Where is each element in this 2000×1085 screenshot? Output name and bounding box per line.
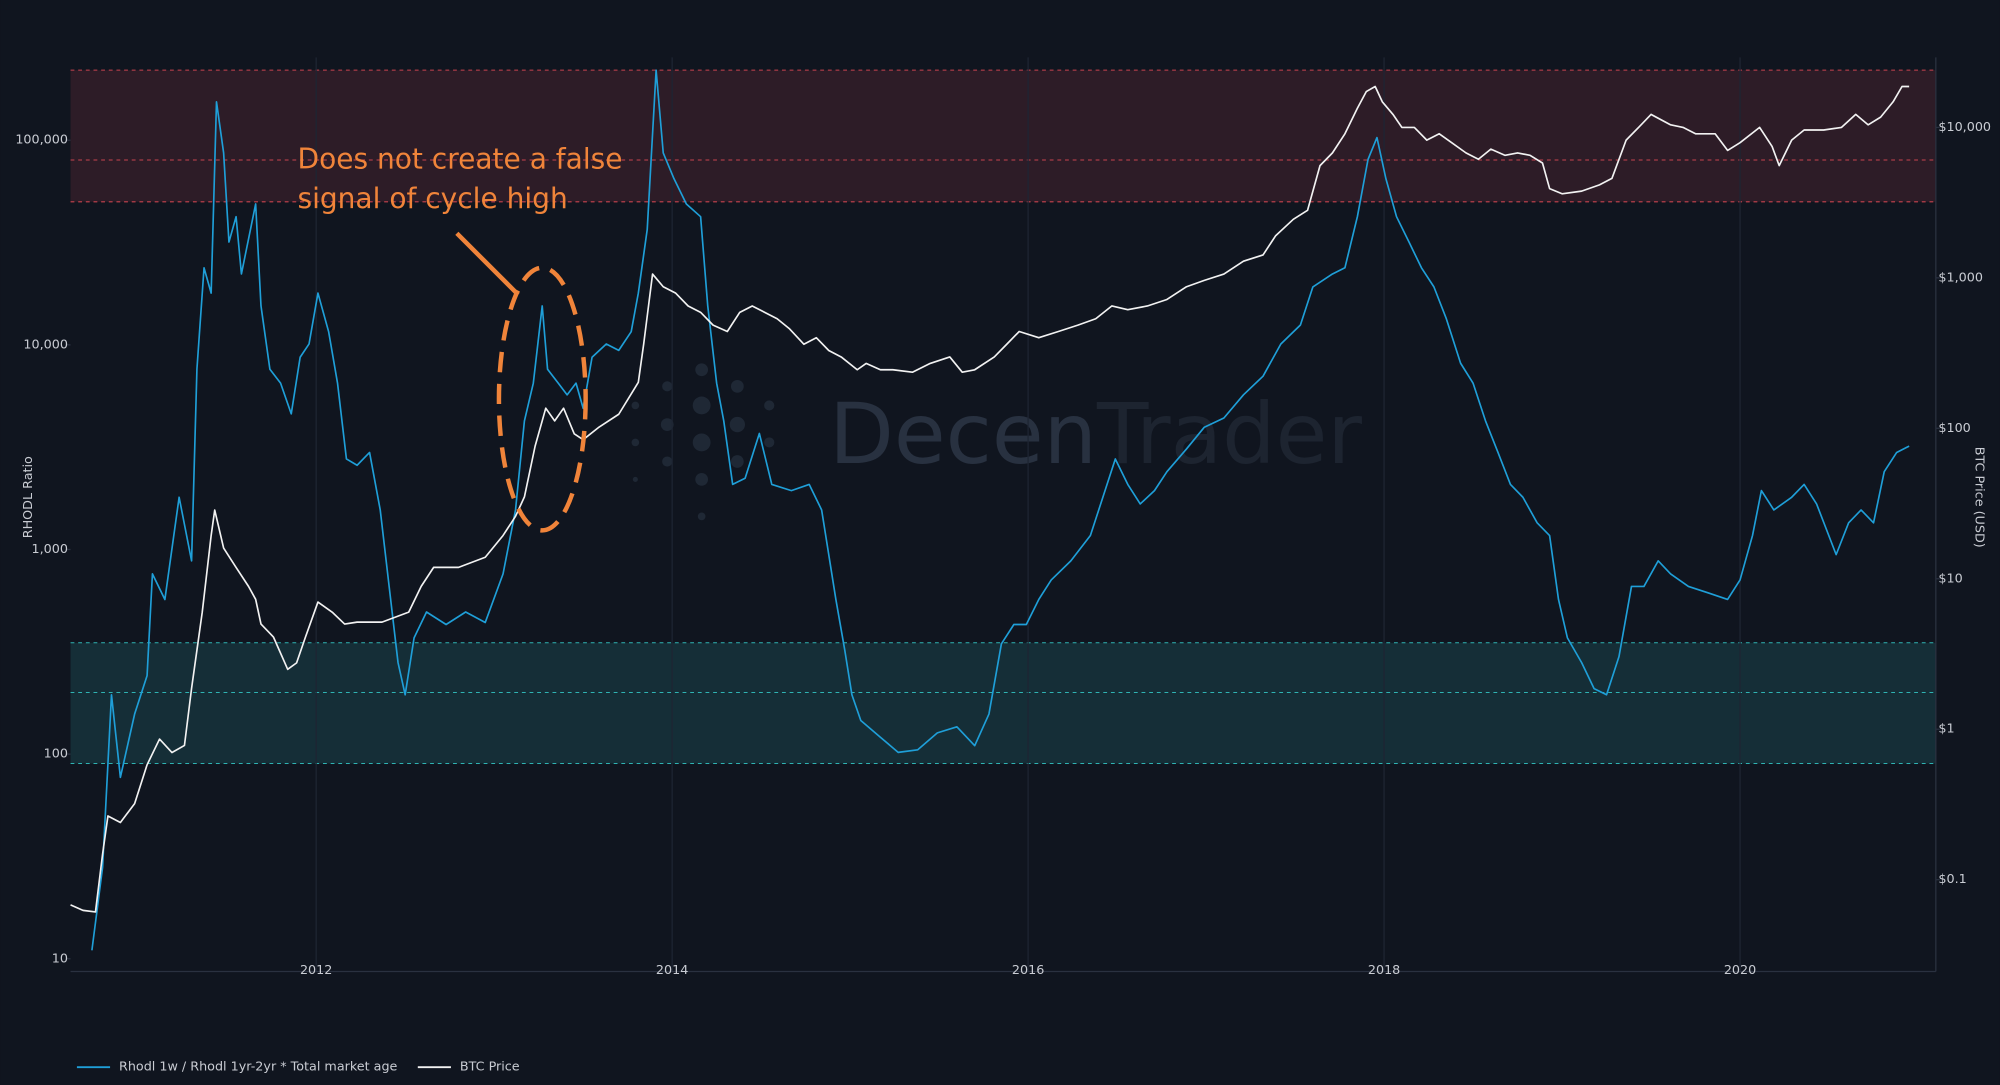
annotation-line: signal of cycle high (297, 182, 567, 215)
y2-tick-label: $100 (1938, 421, 1970, 436)
y-axis-label: RHODL Ratio (21, 456, 36, 538)
series-line (91, 69, 1910, 951)
x-tick-label: 2016 (1012, 963, 1044, 978)
legend-label: Rhodl 1w / Rhodl 1yr-2yr * Total market … (119, 1060, 398, 1075)
annotation-ellipse (496, 265, 588, 533)
y-tick-label: 1,000 (32, 542, 68, 557)
series-line (70, 85, 1910, 913)
y-tick-label: 100,000 (15, 133, 68, 148)
x-tick-label: 2014 (656, 963, 688, 978)
annotation-arrow (455, 231, 520, 297)
watermark-text: DecenTrader (829, 385, 1362, 483)
legend-label: BTC Price (460, 1060, 520, 1075)
watermark-part: Decen (829, 385, 1097, 483)
grid (315, 57, 1741, 972)
x-tick-label: 2018 (1368, 963, 1400, 978)
x-tick-label: 2020 (1724, 963, 1756, 978)
y2-tick-label: $10 (1938, 571, 1962, 586)
x-tick-label: 2012 (300, 963, 332, 978)
y2-tick-label: $1,000 (1938, 270, 1983, 285)
y2-tick-label: $10,000 (1938, 120, 1991, 135)
axes: 2012 2014 2016 2018 2020 10 100 1,000 10,000 100,… (15, 57, 1991, 978)
lines (70, 69, 1910, 951)
annotation-line: Does not create a false (297, 143, 622, 176)
y-tick-label: 10 (52, 951, 68, 966)
y2-tick-label: $0.1 (1938, 872, 1966, 887)
band (70, 70, 1936, 202)
watermark: DecenTrader (631, 363, 1362, 521)
y-tick-label: 100 (44, 747, 68, 762)
y2-tick-label: $1 (1938, 722, 1954, 737)
legend: Rhodl 1w / Rhodl 1yr-2yr * Total market … (76, 1060, 520, 1075)
bands (70, 69, 1936, 765)
band (70, 642, 1936, 764)
watermark-part: Trader (1096, 385, 1362, 483)
y2-axis-label: BTC Price (USD) (1972, 447, 1987, 548)
y-tick-label: 10,000 (23, 337, 68, 352)
